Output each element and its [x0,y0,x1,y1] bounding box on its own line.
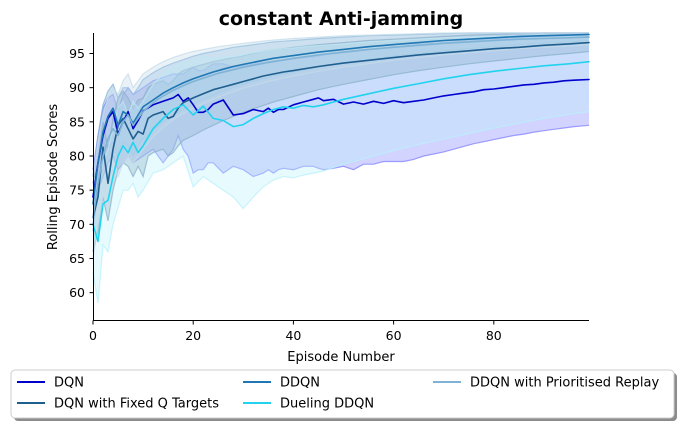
x-axis-label: Episode Number [287,350,395,365]
series-line-ddqn-with-prioritised-replay [92,36,590,219]
band-edge-lower-ddqn [92,39,590,232]
series-line-ddqn [92,33,590,205]
legend-label-ddqn-with-prioritised-replay: DDQN with Prioritised Replay [470,376,659,391]
band-ddqn [93,33,589,232]
legend-frame [10,369,675,419]
legend-items: DQN DQN with Fixed Q Targets DDQN Dueling D… [17,376,659,412]
y-tick-label: 85 [69,114,85,129]
y-ticks: 60 65 70 75 80 85 90 95 [69,46,94,300]
band-edge-upper-ddqn [92,32,589,177]
x-tick-label: 20 [185,328,201,343]
chart-title: constant Anti-jamming [219,8,464,30]
x-tick-label: 0 [89,328,97,343]
axes: 0 20 40 60 80 60 65 70 75 80 85 90 95 [69,33,589,343]
x-tick-label: 40 [285,328,301,343]
y-tick-label: 90 [69,80,85,95]
y-tick-label: 95 [69,46,85,61]
series-line-dqn-with-fixed-q-targets [92,41,590,219]
band-edge-lower-dqn-with-fixed-q-targets [92,50,590,252]
band-edge-upper-dueling-ddqn [92,33,590,185]
x-tick-label: 80 [486,328,502,343]
y-axis-label: Rolling Episode Scores [46,104,61,250]
band-edge-upper-ddqn-with-prioritised-replay [92,32,589,177]
legend: DQN DQN with Fixed Q Targets DDQN Dueling D… [10,369,677,421]
legend-label-dueling-ddqn: Dueling DDQN [280,397,374,412]
band-edge-upper-dqn-with-fixed-q-targets [92,32,589,184]
confidence-bands [92,32,590,303]
y-tick-label: 80 [69,149,85,164]
x-tick-label: 60 [386,328,402,343]
legend-label-ddqn: DDQN [280,376,320,391]
plot-area [92,32,590,303]
series-lines [92,33,590,243]
legend-label-dqn: DQN [54,376,84,391]
y-tick-label: 75 [69,183,85,198]
band-edge-lower-dueling-ddqn [92,111,590,303]
y-tick-label: 65 [69,251,85,266]
x-ticks: 0 20 40 60 80 [89,320,502,343]
y-tick-label: 70 [69,217,85,232]
series-line-dueling-ddqn [92,60,590,243]
band-edge-lower-dqn [92,124,590,225]
band-dqn-with-fixed-q-targets [93,33,589,252]
band-edge-lower-ddqn-with-prioritised-replay [92,44,590,259]
band-dqn [93,34,589,225]
y-tick-label: 60 [69,285,85,300]
legend-label-dqn-with-fixed-q-targets: DQN with Fixed Q Targets [54,397,219,412]
band-dueling-ddqn [93,34,589,303]
